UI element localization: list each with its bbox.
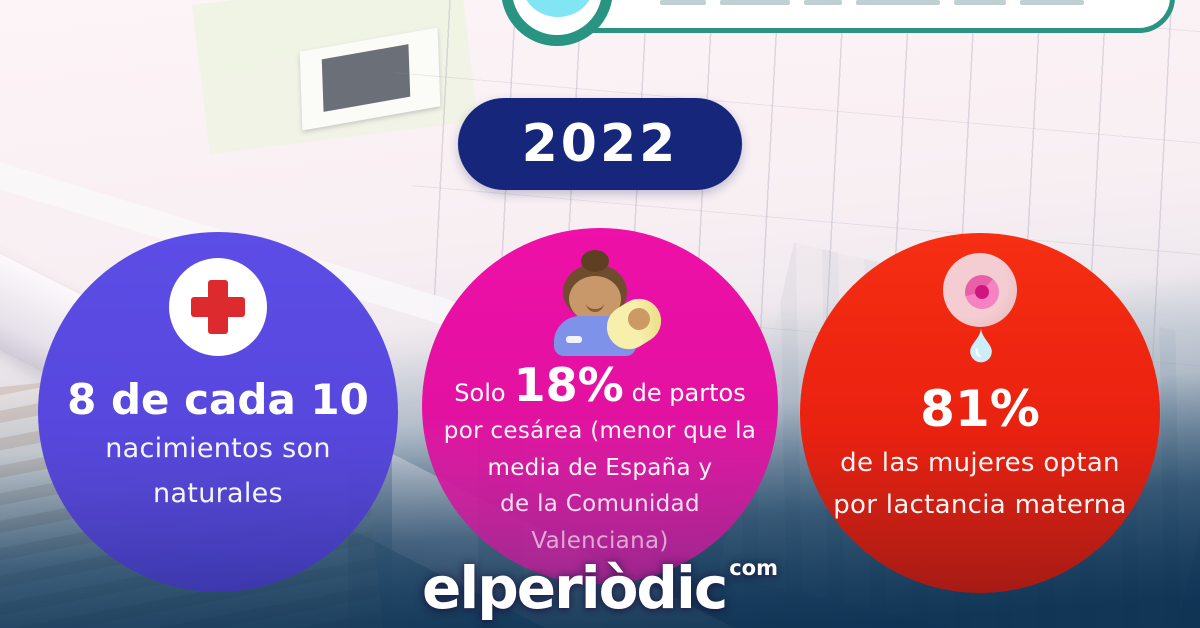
midwife-with-newborn-icon xyxy=(540,250,670,358)
milk-drop-icon xyxy=(970,327,992,363)
stat-circle-cesarean-rate: Solo 18% de partos por cesárea (menor qu… xyxy=(422,228,778,584)
stat-line: de las mujeres optan xyxy=(840,447,1120,478)
stat-circle-breastfeeding: 81% de las mujeres optan por lactancia m… xyxy=(800,233,1160,593)
stat-line: Valenciana) xyxy=(531,527,669,554)
stat-prefix: Solo xyxy=(454,379,506,407)
cyan-blob-icon xyxy=(522,0,594,17)
stat-line: por cesárea (menor que la xyxy=(443,418,757,444)
stat-line: naturales xyxy=(153,477,283,509)
stat-headline: Solo 18% de partos xyxy=(454,358,745,412)
stat-highlight: 8 de cada 10 xyxy=(67,375,369,424)
logo-tld: com xyxy=(729,556,778,580)
year-badge: 2022 xyxy=(458,98,742,190)
top-banner-card xyxy=(505,0,1175,33)
stat-line: de la Comunidad xyxy=(500,491,700,517)
breast-milk-drop-icon xyxy=(925,253,1035,369)
stat-circle-natural-births: 8 de cada 10 nacimientos son naturales xyxy=(38,232,398,592)
elperiodic-logo: elperiòdic com xyxy=(422,554,778,622)
stat-line: nacimientos son xyxy=(105,433,331,465)
stat-highlight: 81% xyxy=(920,380,1040,438)
stat-suffix: de partos xyxy=(631,379,746,407)
medical-cross-icon xyxy=(169,258,267,356)
year-label: 2022 xyxy=(521,114,679,174)
stat-line: media de España y xyxy=(487,454,713,481)
logo-text: elperiòdic xyxy=(422,554,728,622)
stat-line: por lactancia materna xyxy=(833,490,1127,521)
banner-text-remnant xyxy=(660,0,1084,5)
stat-highlight: 18% xyxy=(513,358,624,412)
